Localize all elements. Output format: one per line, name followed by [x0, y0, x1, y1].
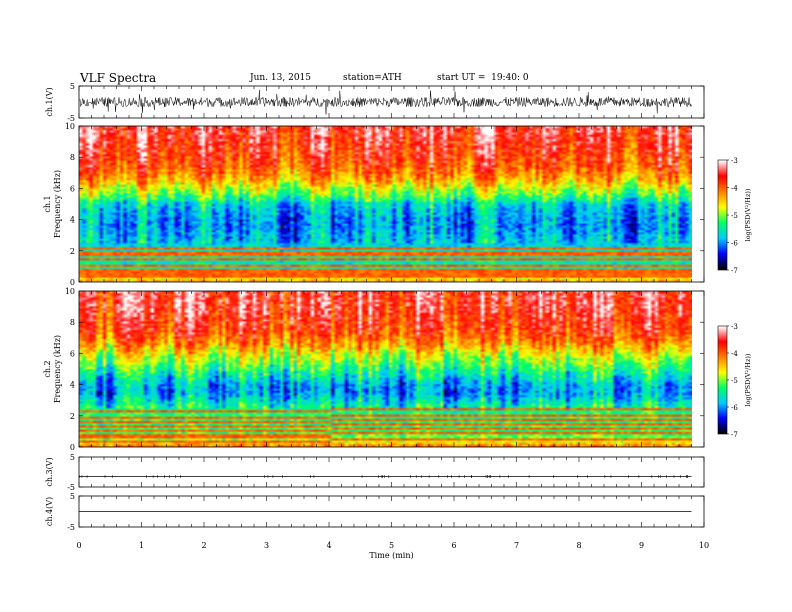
- y-axis-label: ch.3(V): [45, 457, 54, 486]
- x-tick-label: 10: [699, 541, 709, 550]
- start-time-label: start UT = 19:40: 0: [437, 73, 529, 83]
- colorbar-tick-label: -3: [731, 157, 738, 165]
- colorbar-image-2: [718, 326, 727, 434]
- y-axis-label: ch.1(V): [45, 87, 54, 116]
- colorbar-label: log(PSD(V²/Hz)): [744, 353, 752, 406]
- date-label: Jun. 13, 2015: [250, 73, 312, 83]
- y-axis-channel-label: ch.1: [43, 195, 52, 212]
- y-tick-label: 4: [70, 381, 75, 390]
- y-tick-label: 10: [65, 122, 75, 131]
- colorbar-tick-label: -7: [731, 267, 738, 275]
- spectrogram-image-ch1: [79, 126, 692, 282]
- y-tick-label: 6: [70, 349, 75, 358]
- colorbar-tick-label: -6: [731, 404, 738, 412]
- y-tick-label: 0: [70, 278, 75, 287]
- colorbar-tick-label: -7: [731, 431, 738, 439]
- colorbar-tick-label: -4: [731, 350, 738, 358]
- y-tick-label: 0: [70, 443, 75, 452]
- y-tick-label: 5: [70, 82, 75, 91]
- y-tick-label: -5: [67, 114, 75, 123]
- ch1-waveform-line: [79, 90, 692, 115]
- x-tick-label: 5: [389, 541, 394, 550]
- x-tick-label: 2: [201, 541, 206, 550]
- x-tick-label: 8: [576, 541, 581, 550]
- x-axis-label: Time (min): [369, 551, 413, 560]
- y-tick-label: 5: [70, 453, 75, 462]
- station-label: station=ATH: [343, 73, 402, 83]
- x-tick-label: 6: [451, 541, 456, 550]
- y-axis-channel-label: ch.2: [43, 360, 52, 377]
- colorbar-tick-label: -5: [731, 212, 738, 220]
- x-tick-label: 4: [326, 541, 331, 550]
- spectrogram-image-ch2: [79, 291, 692, 447]
- y-tick-label: 6: [70, 184, 75, 193]
- y-tick-label: 2: [70, 412, 75, 421]
- x-tick-label: 1: [139, 541, 144, 550]
- colorbar-image-1: [718, 160, 727, 270]
- y-tick-label: 2: [70, 247, 75, 256]
- y-tick-label: -5: [67, 483, 75, 492]
- colorbar-tick-label: -5: [731, 377, 738, 385]
- x-tick-label: 9: [639, 541, 644, 550]
- chart-title: VLF Spectra: [80, 71, 157, 85]
- y-tick-label: 5: [70, 492, 75, 501]
- y-tick-label: -5: [67, 523, 75, 532]
- y-tick-label: 10: [65, 287, 75, 296]
- colorbar-label: log(PSD(V²/Hz)): [744, 188, 752, 241]
- colorbar-tick-label: -3: [731, 323, 738, 331]
- x-tick-label: 3: [264, 541, 269, 550]
- y-tick-label: 8: [70, 153, 75, 162]
- y-tick-label: 8: [70, 318, 75, 327]
- y-axis-label: Frequency (kHz): [53, 170, 62, 238]
- colorbar-tick-label: -4: [731, 185, 738, 193]
- y-tick-label: 4: [70, 216, 75, 225]
- x-tick-label: 7: [514, 541, 519, 550]
- x-tick-label: 0: [76, 541, 81, 550]
- colorbar-tick-label: -6: [731, 240, 738, 248]
- y-axis-label: Frequency (kHz): [53, 335, 62, 403]
- y-axis-label: ch.4(V): [45, 497, 54, 526]
